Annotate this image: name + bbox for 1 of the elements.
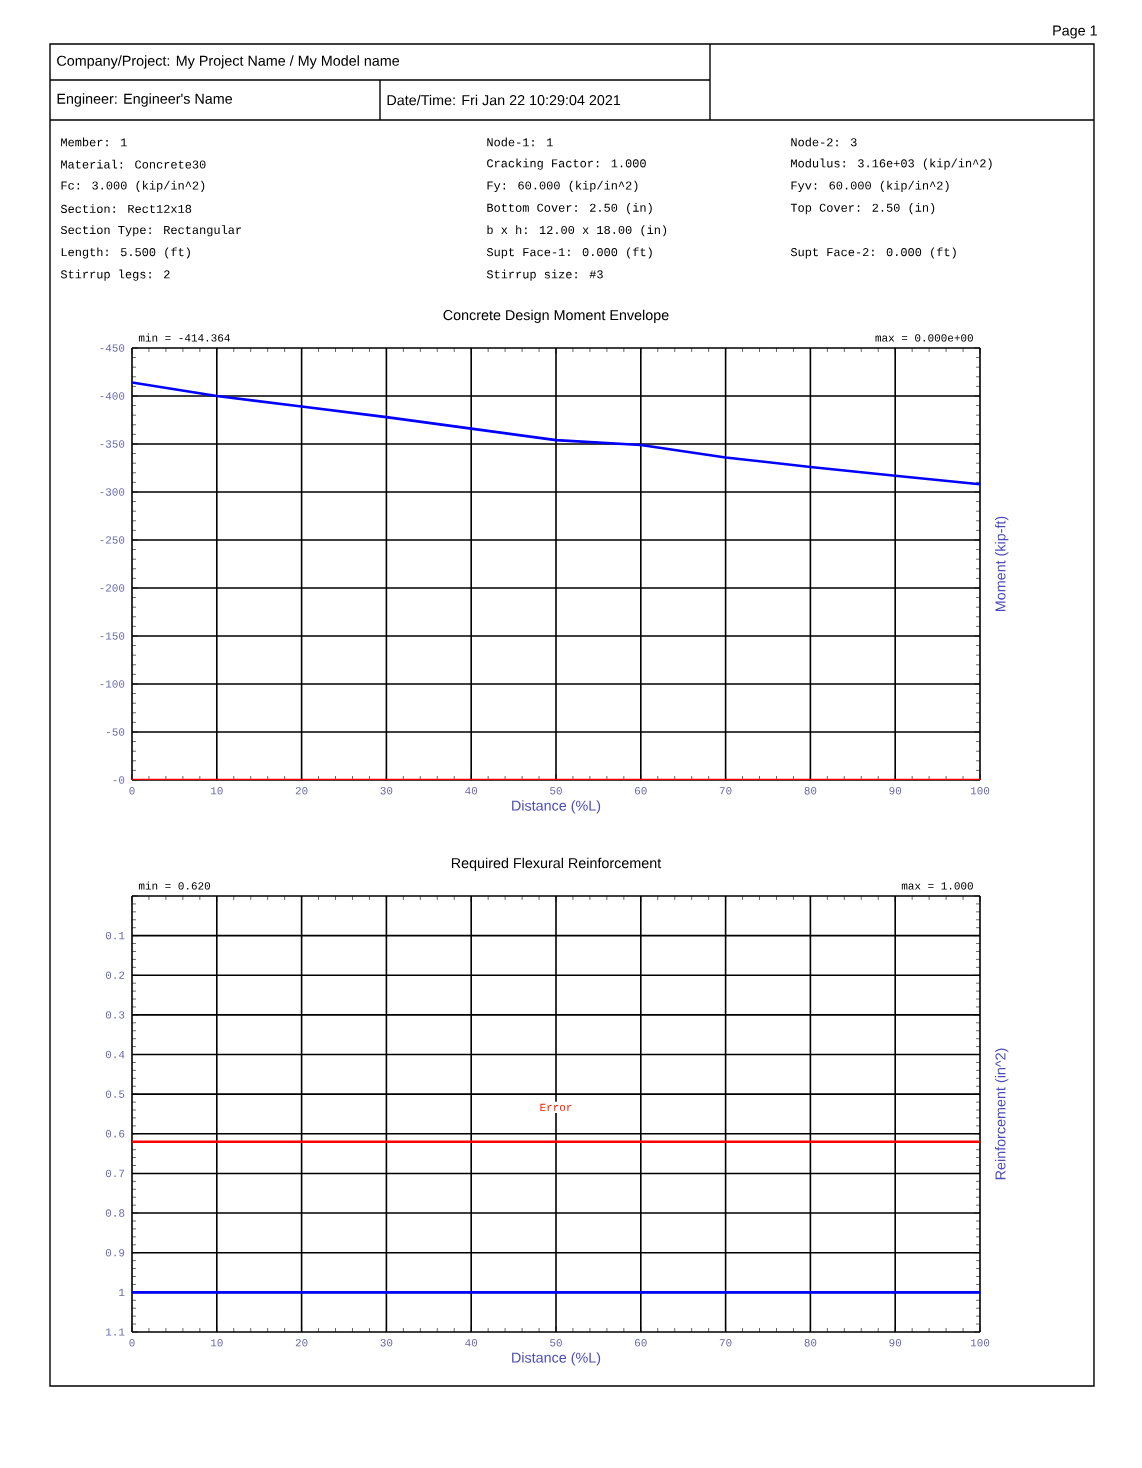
line-series xyxy=(132,381,980,486)
